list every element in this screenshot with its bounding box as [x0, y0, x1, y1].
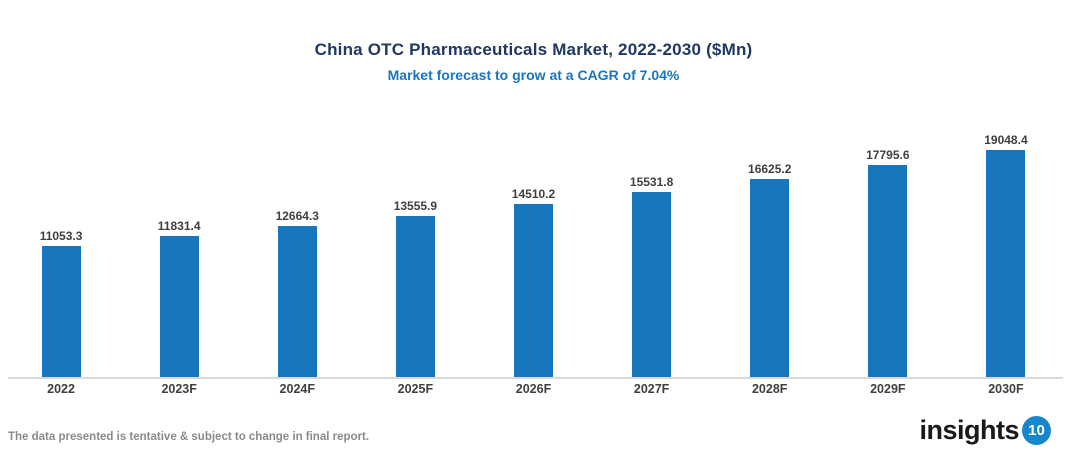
- bar-chart-plot-area: 11053.3 11831.4 12664.3 13555.9 14510.2 15531…: [2, 130, 1065, 378]
- logo-badge: 10: [1022, 416, 1051, 445]
- logo-text: insights: [919, 415, 1019, 445]
- bar-2026F: [513, 204, 553, 378]
- bar-value-label-2023F: 11831.4: [157, 219, 201, 233]
- bar-2025F: [395, 216, 435, 378]
- x-axis-label-2029F: 2029F: [870, 382, 906, 396]
- x-axis-label-2025F: 2025F: [397, 382, 434, 396]
- bar-2028F: [750, 179, 790, 378]
- bar-value-label-2026F: 14510.2: [511, 187, 556, 201]
- x-axis-label-2028F: 2028F: [751, 382, 788, 396]
- bar-value-label-2029F: 17795.6: [866, 148, 910, 162]
- bar-column-2029F: 17795.6: [829, 148, 947, 378]
- bar-2027F: [632, 192, 672, 378]
- bar-column-2023F: 11831.4: [120, 219, 238, 378]
- bar-column-2022: 11053.3: [2, 229, 120, 378]
- bar-2022: [41, 246, 81, 378]
- bar-value-label-2027F: 15531.8: [629, 175, 674, 189]
- bar-value-label-2024F: 12664.3: [275, 209, 319, 223]
- x-axis-label-2024F: 2024F: [279, 382, 315, 396]
- x-axis-label-2030F: 2030F: [988, 382, 1024, 396]
- chart-subtitle: Market forecast to grow at a CAGR of 7.0…: [387, 67, 680, 83]
- bar-value-label-2022: 11053.3: [39, 229, 83, 243]
- insights10-logo: insights 10: [919, 415, 1051, 446]
- bar-column-2028F: 16625.2: [711, 162, 829, 378]
- disclaimer-text: The data presented is tentative & subjec…: [8, 431, 370, 443]
- x-axis-label-2027F: 2027F: [633, 382, 670, 396]
- bar-2030F: [986, 150, 1026, 378]
- x-axis-line: [8, 377, 1063, 379]
- x-axis-label-2026F: 2026F: [515, 382, 552, 396]
- bar-column-2030F: 19048.4: [947, 133, 1065, 378]
- bar-column-2026F: 14510.2: [474, 187, 592, 378]
- bar-value-label-2028F: 16625.2: [748, 162, 792, 176]
- bar-2029F: [868, 165, 908, 378]
- chart-title: China OTC Pharmaceuticals Market, 2022-2…: [314, 40, 753, 59]
- bar-column-2025F: 13555.9: [356, 199, 474, 378]
- x-axis-label-2022: 2022: [47, 382, 75, 396]
- x-axis-label-2023F: 2023F: [161, 382, 197, 396]
- bar-2024F: [277, 226, 317, 378]
- x-axis-labels: 2022 2023F 2024F 2025F 2026F 2027F 2028F 2029F 2…: [2, 382, 1065, 396]
- chart-header: China OTC Pharmaceuticals Market, 2022-2…: [0, 0, 1067, 83]
- bar-value-label-2025F: 13555.9: [393, 199, 438, 213]
- bar-value-label-2030F: 19048.4: [984, 133, 1028, 147]
- bar-column-2024F: 12664.3: [238, 209, 356, 378]
- bar-2023F: [159, 236, 199, 378]
- bar-column-2027F: 15531.8: [593, 175, 711, 378]
